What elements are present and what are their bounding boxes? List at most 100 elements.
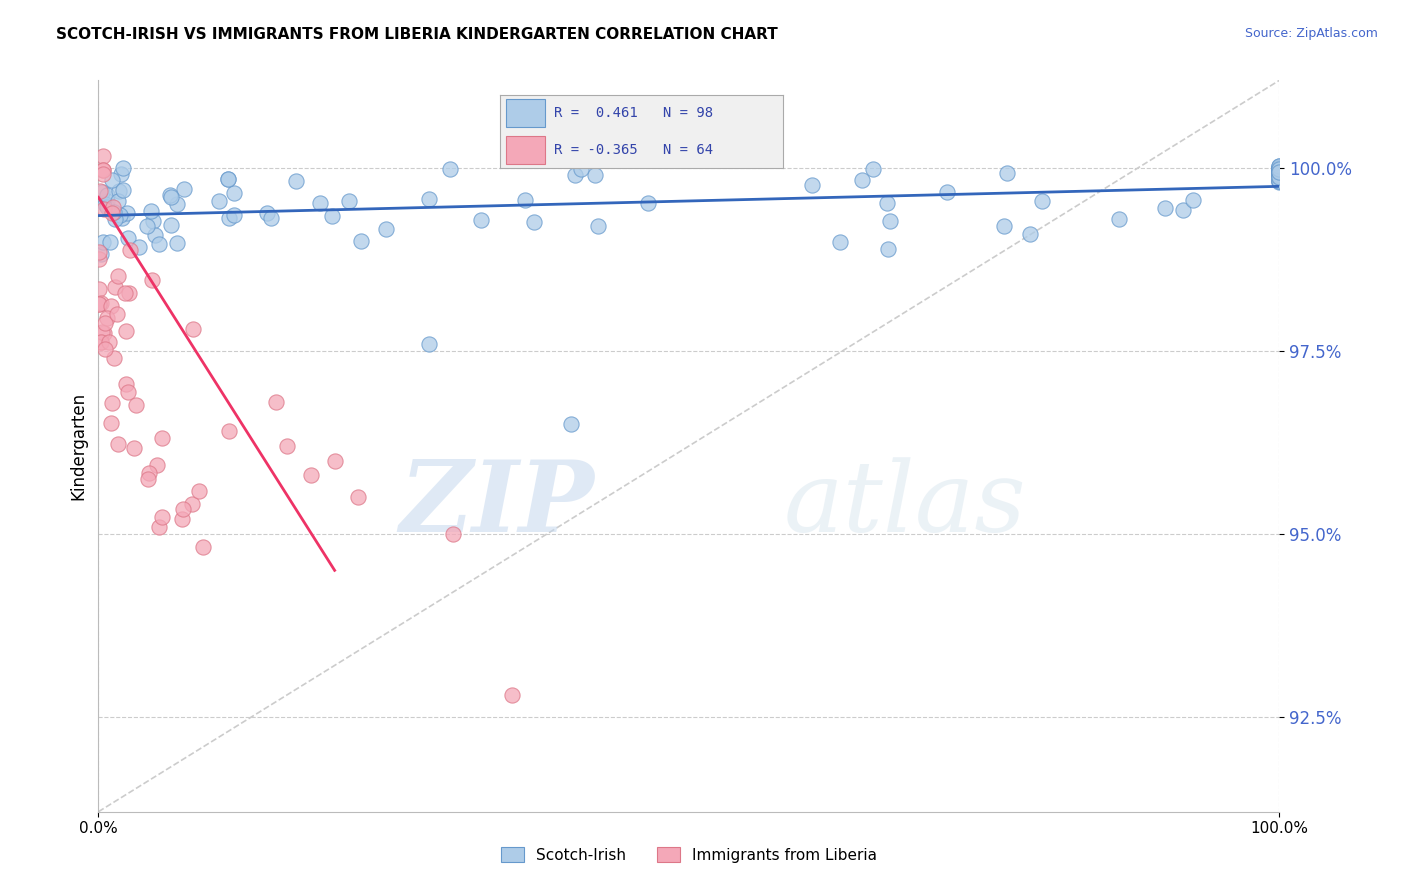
Point	[89, 185, 111, 199]
Point	[1019, 227, 1042, 242]
Point	[218, 424, 240, 438]
Point	[141, 203, 163, 218]
Point	[111, 161, 134, 176]
Point	[89, 252, 111, 267]
Point	[851, 173, 873, 187]
Point	[100, 416, 122, 430]
Point	[1268, 168, 1291, 182]
Point	[1268, 172, 1291, 186]
Point	[1268, 168, 1291, 182]
Point	[115, 324, 138, 338]
Text: atlas: atlas	[783, 457, 1026, 552]
Point	[862, 162, 884, 177]
Point	[350, 234, 373, 248]
Point	[337, 194, 360, 208]
Point	[299, 468, 322, 483]
Point	[1268, 161, 1291, 176]
Point	[108, 184, 131, 198]
Point	[193, 540, 215, 554]
Point	[418, 192, 440, 206]
Point	[93, 316, 115, 330]
Point	[148, 520, 170, 534]
Point	[141, 272, 163, 286]
Point	[208, 194, 231, 208]
Point	[181, 322, 204, 336]
Point	[91, 167, 114, 181]
Point	[90, 325, 112, 339]
Legend: Scotch-Irish, Immigrants from Liberia: Scotch-Irish, Immigrants from Liberia	[501, 847, 877, 863]
Point	[87, 244, 110, 259]
Point	[217, 171, 239, 186]
Point	[1268, 163, 1291, 178]
Point	[142, 214, 165, 228]
Point	[89, 282, 111, 296]
Point	[877, 242, 900, 256]
Point	[122, 442, 145, 456]
Point	[105, 307, 128, 321]
Point	[583, 168, 606, 182]
Point	[107, 437, 129, 451]
Point	[264, 395, 287, 409]
Point	[94, 196, 117, 211]
Point	[1173, 202, 1195, 217]
Point	[150, 431, 173, 445]
Point	[100, 172, 122, 186]
Point	[107, 194, 129, 208]
Point	[1268, 161, 1291, 175]
Point	[321, 210, 343, 224]
Point	[136, 219, 159, 233]
Point	[347, 490, 370, 504]
Point	[187, 483, 209, 498]
Point	[108, 208, 131, 222]
Point	[114, 376, 136, 391]
Point	[1268, 162, 1291, 177]
Point	[118, 243, 141, 257]
Point	[323, 453, 346, 467]
Point	[801, 178, 824, 192]
Point	[172, 512, 194, 526]
Point	[936, 185, 959, 199]
Point	[117, 385, 139, 400]
Point	[470, 212, 492, 227]
Point	[1268, 165, 1291, 179]
Point	[91, 148, 114, 162]
Point	[1268, 163, 1291, 178]
Point	[96, 194, 118, 208]
Point	[101, 206, 124, 220]
Point	[128, 239, 150, 253]
Y-axis label: Kindergarten: Kindergarten	[69, 392, 87, 500]
Point	[276, 439, 298, 453]
Point	[101, 396, 124, 410]
Point	[1182, 193, 1205, 207]
Point	[91, 162, 114, 177]
Point	[1268, 162, 1291, 177]
Point	[150, 509, 173, 524]
Text: SCOTCH-IRISH VS IMMIGRANTS FROM LIBERIA KINDERGARTEN CORRELATION CHART: SCOTCH-IRISH VS IMMIGRANTS FROM LIBERIA …	[56, 27, 778, 42]
Point	[1268, 161, 1291, 175]
Point	[98, 235, 121, 250]
Point	[96, 187, 118, 202]
Point	[1268, 159, 1291, 173]
Point	[1268, 174, 1291, 188]
Point	[256, 206, 278, 220]
Point	[1153, 201, 1175, 215]
Point	[260, 211, 283, 225]
Point	[103, 205, 125, 219]
Text: Source: ZipAtlas.com: Source: ZipAtlas.com	[1244, 27, 1378, 40]
Point	[418, 336, 440, 351]
Point	[181, 497, 204, 511]
Point	[96, 310, 118, 325]
Point	[1268, 167, 1291, 181]
Point	[166, 235, 188, 250]
Point	[1268, 161, 1291, 176]
Point	[143, 227, 166, 242]
Point	[107, 268, 129, 283]
Point	[93, 202, 115, 216]
Point	[1268, 174, 1291, 188]
Point	[224, 208, 246, 222]
Point	[1268, 169, 1291, 184]
Text: ZIP: ZIP	[399, 457, 595, 553]
Point	[96, 200, 118, 214]
Point	[1268, 170, 1291, 185]
Point	[173, 182, 195, 196]
